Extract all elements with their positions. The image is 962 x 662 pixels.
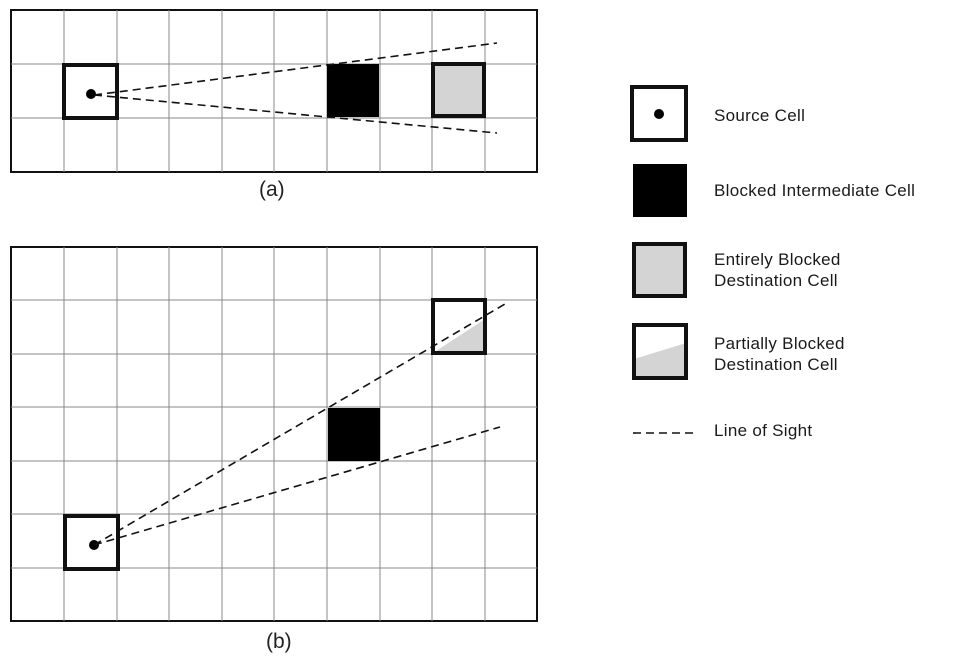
caption-b: (b) — [266, 630, 292, 653]
legend-source-label: Source Cell — [714, 105, 805, 126]
lines-of-sight-a — [93, 42, 498, 134]
legend-line-of-sight-label: Line of Sight — [714, 420, 812, 441]
legend-entirely-blocked-line1: Entirely Blocked — [714, 250, 841, 269]
legend-partially-blocked-label: Partially Blocked Destination Cell — [714, 333, 845, 375]
legend-source-dot — [654, 109, 664, 119]
caption-a: (a) — [259, 178, 285, 201]
legend-partially-blocked-line2: Destination Cell — [714, 355, 838, 374]
legend-source-text: Source Cell — [714, 106, 806, 125]
legend-entirely-blocked-label: Entirely Blocked Destination Cell — [714, 249, 841, 291]
legend-blocked-text: Blocked Intermediate Cell — [714, 181, 916, 200]
lines-of-sight-b — [93, 303, 506, 546]
legend-line-of-sight-text: Line of Sight — [714, 421, 813, 440]
legend-entirely-blocked-line2: Destination Cell — [714, 271, 838, 290]
legend-partially-blocked-icon — [632, 323, 688, 380]
legend-partially-blocked-line1: Partially Blocked — [714, 334, 845, 353]
partially-blocked-cell-b — [431, 298, 487, 355]
blocked-cell-b — [328, 408, 380, 461]
legend-blocked-icon — [633, 164, 687, 217]
blocked-cell-a — [327, 64, 379, 117]
source-dot-a — [86, 89, 96, 99]
legend-entirely-blocked-icon — [632, 242, 687, 298]
legend-blocked-label: Blocked Intermediate Cell — [714, 180, 915, 201]
entirely-blocked-cell-a — [431, 62, 486, 118]
